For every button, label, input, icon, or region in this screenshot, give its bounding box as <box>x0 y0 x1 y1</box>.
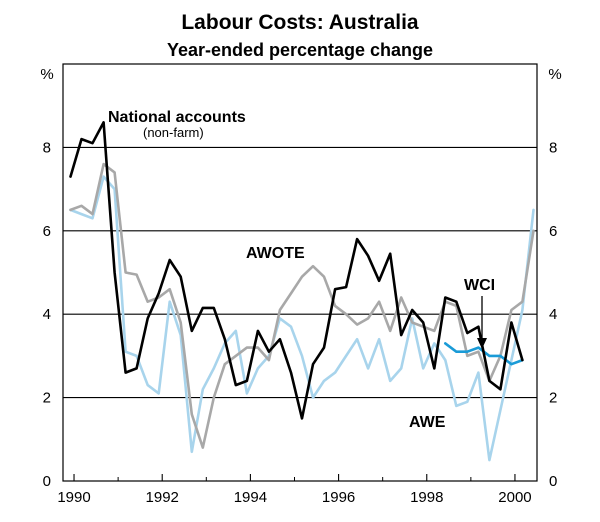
plot-frame <box>62 63 538 482</box>
series-line-awe <box>69 175 535 462</box>
x-tick-label: 1992 <box>146 489 179 506</box>
y-tick-label-right: 2 <box>549 390 557 407</box>
label-awe: AWE <box>409 414 446 431</box>
gridlines <box>63 146 537 399</box>
y-ticks-left: 0 2 4 6 8 <box>43 139 51 490</box>
y-tick-label-right: 8 <box>549 139 557 156</box>
y-tick-label-right: 0 <box>549 473 557 490</box>
x-tick-label: 1998 <box>410 489 443 506</box>
x-tick-label: 1990 <box>57 489 90 506</box>
y-tick-label-left: 6 <box>43 223 51 240</box>
label-awote: AWOTE <box>246 245 305 262</box>
series-line-national-accounts <box>69 121 524 420</box>
y-tick-label-left: 0 <box>43 473 51 490</box>
series-layer <box>69 121 535 462</box>
label-national-accounts-sub: (non-farm) <box>143 125 204 140</box>
y-tick-label-left: 4 <box>43 306 51 323</box>
y-ticks-right: 0 2 4 6 8 <box>549 139 557 490</box>
y-tick-label-right: 4 <box>549 306 557 323</box>
y-unit-right: % <box>548 66 561 83</box>
label-national-accounts: National accounts <box>108 109 246 126</box>
chart-title: Labour Costs: Australia <box>181 11 419 34</box>
x-ticks: 1990 1992 1994 1996 1998 2000 <box>57 474 532 506</box>
chart-subtitle: Year-ended percentage change <box>167 40 433 60</box>
y-unit-left: % <box>40 66 53 83</box>
x-tick-label: 1996 <box>322 489 355 506</box>
x-tick-label: 1994 <box>234 489 267 506</box>
series-line-awote <box>69 162 535 449</box>
y-tick-label-right: 6 <box>549 223 557 240</box>
x-tick-label: 2000 <box>498 489 531 506</box>
label-wci: WCI <box>464 277 495 294</box>
y-tick-label-left: 2 <box>43 390 51 407</box>
y-tick-label-left: 8 <box>43 139 51 156</box>
wci-arrow <box>477 296 487 349</box>
